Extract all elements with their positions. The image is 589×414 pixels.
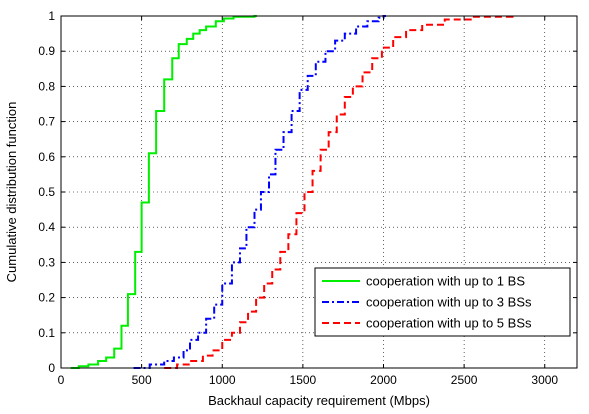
series-line-1 bbox=[70, 15, 257, 369]
y-tick-label: 0.6 bbox=[38, 150, 55, 164]
y-tick-label: 0.9 bbox=[38, 44, 55, 58]
y-tick-label: 0 bbox=[48, 361, 55, 375]
series-line-2 bbox=[133, 15, 386, 369]
x-tick-label: 2500 bbox=[451, 373, 478, 387]
x-tick-label: 3000 bbox=[531, 373, 558, 387]
x-tick-label: 1500 bbox=[290, 373, 317, 387]
legend-label-1: cooperation with up to 1 BS bbox=[366, 274, 525, 289]
y-tick-label: 0.3 bbox=[38, 255, 55, 269]
x-tick-label: 500 bbox=[132, 373, 152, 387]
y-tick-label: 1 bbox=[48, 9, 55, 23]
legend: cooperation with up to 1 BS cooperation w… bbox=[314, 267, 571, 337]
y-tick-label: 0.5 bbox=[38, 185, 55, 199]
x-axis-label: Backhaul capacity requirement (Mbps) bbox=[208, 393, 430, 408]
x-tick-label: 0 bbox=[58, 373, 65, 387]
legend-label-3: cooperation with up to 5 BSs bbox=[366, 316, 532, 331]
y-tick-label: 0.2 bbox=[38, 291, 55, 305]
x-tick-label: 2000 bbox=[370, 373, 397, 387]
x-tick-label: 1000 bbox=[209, 373, 236, 387]
y-axis-label: Cumulative distribution function bbox=[4, 102, 19, 283]
series-group bbox=[70, 15, 515, 369]
legend-label-2: cooperation with up to 3 BSs bbox=[366, 295, 532, 310]
y-tick-label: 0.8 bbox=[38, 79, 55, 93]
series-line-3 bbox=[164, 15, 515, 369]
grid bbox=[61, 15, 577, 368]
axis-ticks: 0 500 1000 1500 2000 2500 3000 0 0.1 0.2 0.3 0.4 0.5… bbox=[38, 9, 577, 387]
y-tick-label: 0.1 bbox=[38, 326, 55, 340]
y-tick-label: 0.4 bbox=[38, 220, 55, 234]
y-tick-label: 0.7 bbox=[38, 115, 55, 129]
